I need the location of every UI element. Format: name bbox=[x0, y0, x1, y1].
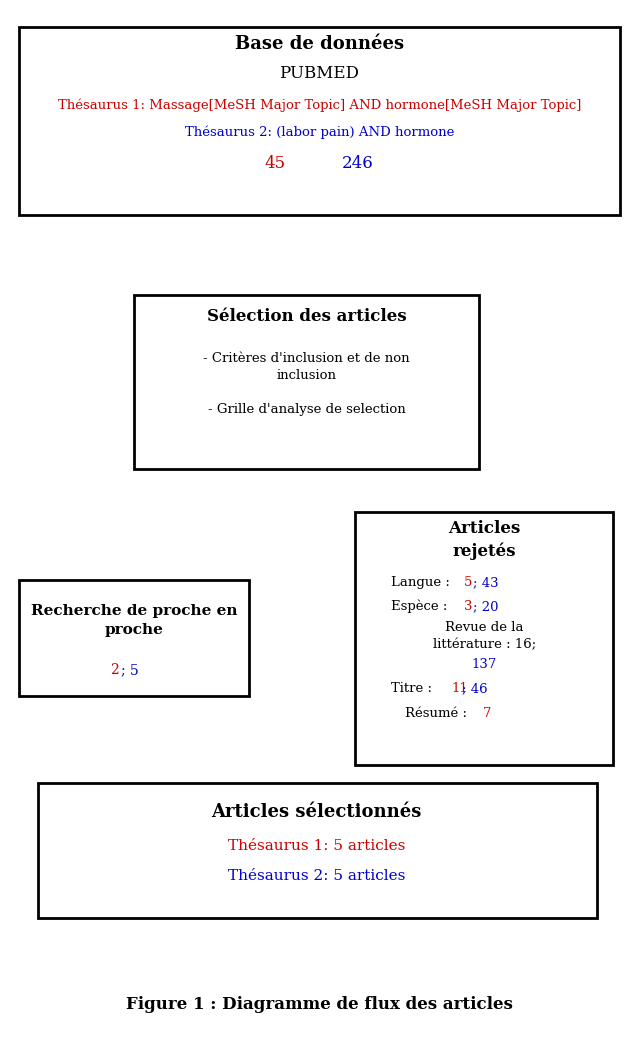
FancyBboxPatch shape bbox=[134, 295, 479, 469]
Text: - Critères d'inclusion et de non
inclusion: - Critères d'inclusion et de non inclusi… bbox=[203, 352, 410, 382]
Text: Thésaurus 2: (labor pain) AND hormone: Thésaurus 2: (labor pain) AND hormone bbox=[185, 126, 454, 138]
Text: 11: 11 bbox=[451, 683, 468, 695]
Text: 5: 5 bbox=[464, 576, 472, 589]
Text: Articles sélectionnés: Articles sélectionnés bbox=[211, 803, 422, 822]
FancyBboxPatch shape bbox=[38, 783, 597, 918]
Text: 7: 7 bbox=[482, 707, 491, 720]
Text: PUBMED: PUBMED bbox=[279, 65, 360, 82]
Text: Base de données: Base de données bbox=[235, 35, 404, 54]
Text: ; 43: ; 43 bbox=[473, 576, 498, 589]
Text: 2: 2 bbox=[110, 663, 119, 677]
FancyBboxPatch shape bbox=[355, 512, 613, 765]
Text: ; 5: ; 5 bbox=[121, 663, 139, 677]
Text: 45: 45 bbox=[264, 155, 286, 172]
Text: Thésaurus 1: 5 articles: Thésaurus 1: 5 articles bbox=[227, 839, 405, 853]
Text: - Grille d'analyse de selection: - Grille d'analyse de selection bbox=[208, 403, 406, 416]
Text: 137: 137 bbox=[472, 658, 497, 671]
Text: 246: 246 bbox=[342, 155, 374, 172]
Text: ; 20: ; 20 bbox=[473, 600, 498, 613]
Text: Sélection des articles: Sélection des articles bbox=[207, 308, 406, 325]
Text: Articles
rejetés: Articles rejetés bbox=[448, 520, 521, 560]
Text: Recherche de proche en
proche: Recherche de proche en proche bbox=[31, 605, 238, 636]
Text: 3: 3 bbox=[464, 600, 472, 613]
Text: Résumé :: Résumé : bbox=[405, 707, 472, 720]
FancyBboxPatch shape bbox=[19, 580, 249, 696]
Text: Figure 1 : Diagramme de flux des articles: Figure 1 : Diagramme de flux des article… bbox=[126, 996, 513, 1013]
Text: ; 46: ; 46 bbox=[462, 683, 488, 695]
Text: Revue de la
littérature : 16;: Revue de la littérature : 16; bbox=[433, 621, 536, 651]
Text: Espèce :: Espèce : bbox=[391, 600, 452, 613]
FancyBboxPatch shape bbox=[19, 27, 620, 215]
Text: Thésaurus 1: Massage[MeSH Major Topic] AND hormone[MeSH Major Topic]: Thésaurus 1: Massage[MeSH Major Topic] A… bbox=[58, 99, 581, 112]
Text: Thésaurus 2: 5 articles: Thésaurus 2: 5 articles bbox=[227, 868, 405, 883]
Text: Langue :: Langue : bbox=[391, 576, 454, 589]
Text: Titre :: Titre : bbox=[391, 683, 436, 695]
